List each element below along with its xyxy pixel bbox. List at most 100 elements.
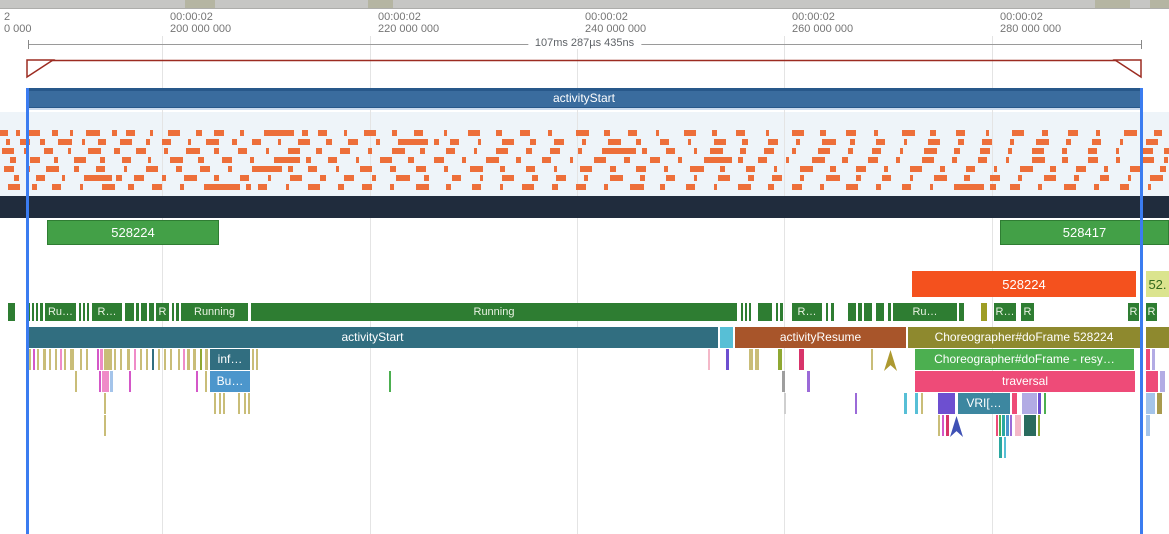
scatter-slice[interactable] [164,148,168,154]
timeline-slice[interactable]: VRI[… [958,393,1010,414]
timeline-slice[interactable] [1004,437,1006,458]
pid-bar-orange[interactable]: 52. [1146,271,1169,297]
scatter-slice[interactable] [584,175,588,181]
scatter-slice[interactable] [1140,148,1153,154]
scatter-slice[interactable] [822,139,836,145]
scatter-slice[interactable] [848,148,853,154]
thread-state-slice[interactable] [826,303,828,321]
scatter-slice[interactable] [910,175,913,181]
scatter-slice[interactable] [742,139,748,145]
scatter-slice[interactable] [112,130,117,136]
scatter-slice[interactable] [718,175,730,181]
scatter-slice[interactable] [1100,175,1109,181]
timeline-slice[interactable] [1157,393,1162,414]
scatter-slice[interactable] [922,157,934,163]
thread-state-slice[interactable] [83,303,85,321]
scatter-slice[interactable] [46,166,59,172]
scatter-slice[interactable] [146,139,150,145]
scatter-slice[interactable] [450,139,459,145]
scatter-slice[interactable] [1008,148,1012,154]
scatter-slice[interactable] [102,184,115,190]
timeline-slice[interactable] [1038,415,1040,436]
timeline-slice[interactable]: Choreographer#doFrame 528224 [908,327,1140,348]
scatter-slice[interactable] [1032,157,1045,163]
thread-state-slice[interactable] [848,303,856,321]
instant-marker-arrow[interactable] [950,416,963,437]
scatter-slice[interactable] [856,166,866,172]
scatter-slice[interactable] [480,175,483,181]
thread-state-slice[interactable] [79,303,81,321]
scatter-slice[interactable] [40,139,45,145]
scatter-slice[interactable] [36,175,45,181]
thread-state-slice[interactable] [876,303,884,321]
scatter-slice[interactable] [884,166,888,172]
scatter-slice[interactable] [392,130,397,136]
scatter-slice[interactable] [472,184,481,190]
scatter-slice[interactable] [548,130,552,136]
scatter-slice[interactable] [690,166,704,172]
scatter-slice[interactable] [928,139,940,145]
scatter-slice[interactable] [812,157,825,163]
selection-boundary-line[interactable] [26,88,29,534]
scatter-slice[interactable] [162,139,171,145]
scatter-slice[interactable] [1038,184,1042,190]
scatter-slice[interactable] [842,157,848,163]
scatter-slice[interactable] [134,175,144,181]
timeline-slice[interactable] [102,371,109,392]
timeline-slice[interactable]: traversal [915,371,1135,392]
scatter-slice[interactable] [496,130,502,136]
scatter-slice[interactable] [602,148,636,154]
scatter-slice[interactable] [792,130,804,136]
scatter-slice[interactable] [786,157,789,163]
timeline-slice[interactable] [238,393,240,414]
scatter-slice[interactable] [604,184,608,190]
timeline-slice[interactable] [1146,393,1155,414]
scatter-slice[interactable] [376,139,380,145]
scatter-slice[interactable] [1050,166,1056,172]
scatter-slice[interactable] [930,130,936,136]
scatter-slice[interactable] [274,157,300,163]
timeline-slice[interactable] [855,393,857,414]
scatter-slice[interactable] [1018,175,1022,181]
timeline-slice[interactable] [708,349,710,370]
scatter-slice[interactable] [516,157,521,163]
scatter-slice[interactable] [168,130,180,136]
timeline-slice[interactable] [999,437,1002,458]
thread-state-slice[interactable] [87,303,89,321]
timeline-slice[interactable] [158,349,160,370]
scatter-slice[interactable] [958,139,964,145]
thread-state-slice[interactable]: R… [92,303,122,321]
thread-state-slice[interactable]: Running [181,303,248,321]
timeline-slice[interactable] [134,349,136,370]
scatter-slice[interactable] [474,148,477,154]
scatter-slice[interactable] [392,148,405,154]
scatter-slice[interactable] [796,139,800,145]
timeline-slice[interactable] [178,349,180,370]
timeline-slice[interactable] [214,393,216,414]
scatter-slice[interactable] [1062,148,1067,154]
timeline-slice[interactable] [64,349,66,370]
timeline-slice[interactable] [1012,393,1017,414]
scatter-slice[interactable] [126,130,135,136]
thread-state-slice[interactable] [125,303,134,321]
scatter-slice[interactable] [666,148,675,154]
scatter-slice[interactable] [904,139,907,145]
scatter-slice[interactable] [222,157,232,163]
timeline-slice[interactable] [1022,393,1037,414]
scatter-slice[interactable] [44,148,53,154]
scatter-slice[interactable] [678,157,682,163]
scatter-slice[interactable] [610,175,623,181]
timeline-slice[interactable] [29,349,31,370]
scatter-slice[interactable] [954,184,984,190]
scatter-slice[interactable] [664,166,668,172]
scatter-slice[interactable] [1012,130,1024,136]
scatter-slice[interactable] [686,184,695,190]
scatter-slice[interactable] [582,139,586,145]
thread-state-slice[interactable] [741,303,743,321]
scatter-slice[interactable] [390,184,394,190]
scatter-slice[interactable] [520,130,530,136]
scatter-slice[interactable] [930,184,933,190]
scatter-slice[interactable] [152,184,162,190]
timeline-slice[interactable] [129,371,131,392]
